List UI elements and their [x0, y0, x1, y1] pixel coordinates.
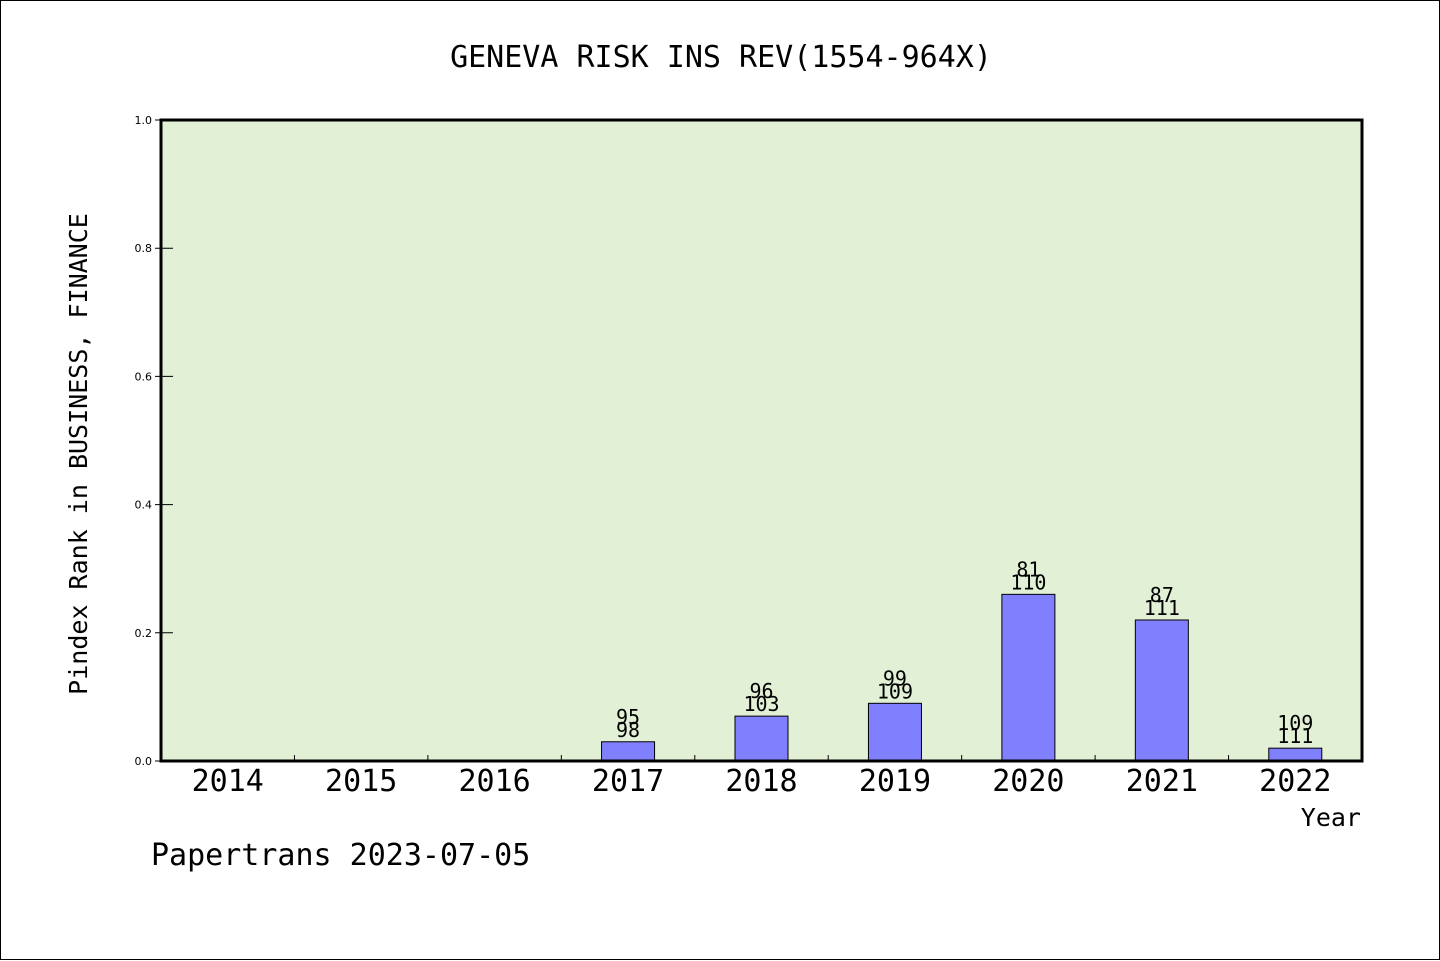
y-tick-label: 0.2: [135, 627, 153, 640]
y-tick-label: 0.6: [135, 370, 153, 383]
plot-border: [159, 118, 1364, 763]
x-tick-label-2018: 2018: [725, 764, 797, 799]
bar-label-bottom: 111: [1144, 596, 1180, 620]
bar-label-bottom: 98: [616, 718, 640, 742]
bar-label-top: 96: [749, 679, 773, 703]
y-axis: 0.0 0.2 0.4 0.6 0.8 1.0: [135, 114, 173, 768]
bar-2021: [1134, 619, 1189, 762]
bar-label-top: 87: [1150, 583, 1174, 607]
bar-label-bottom: 110: [1010, 570, 1046, 594]
x-tick-label-2015: 2015: [325, 764, 397, 799]
bar-label-top: 95: [616, 705, 640, 729]
x-tick-label-2021: 2021: [1126, 764, 1198, 799]
x-axis: 2014 2015 2016 2017 2018 2019 2020 2021 2022: [192, 755, 1331, 799]
y-tick-label: 1.0: [135, 114, 153, 127]
footer-credit: Papertrans 2023-07-05: [151, 838, 530, 873]
x-tick-label-2014: 2014: [192, 764, 264, 799]
bar-2017: [601, 741, 656, 762]
x-axis-label: Year: [1301, 803, 1361, 832]
bar-2018: [734, 715, 789, 762]
bar-label-bottom: 109: [877, 679, 913, 703]
x-tick-label-2020: 2020: [992, 764, 1064, 799]
bar-label-bottom: 103: [743, 692, 779, 716]
x-tick-label-2016: 2016: [458, 764, 530, 799]
bar-label-bottom: 111: [1277, 724, 1313, 748]
bar-label-top: 99: [883, 666, 907, 690]
y-axis-label: Pindex Rank in BUSINESS, FINANCE: [64, 213, 93, 695]
bar-label-top: 109: [1277, 711, 1313, 735]
y-tick-label: 0.8: [135, 242, 153, 255]
bar-2019: [867, 702, 922, 762]
bar-2020: [1001, 593, 1056, 762]
y-tick-label: 0.4: [135, 499, 153, 512]
bar-2022: [1268, 747, 1323, 762]
y-tick-label: 0.0: [135, 755, 153, 768]
x-tick-label-2017: 2017: [592, 764, 664, 799]
x-tick-label-2022: 2022: [1259, 764, 1331, 799]
chart-title: GENEVA RISK INS REV(1554-964X): [450, 40, 992, 75]
x-tick-label-2019: 2019: [859, 764, 931, 799]
bar-label-top: 81: [1016, 557, 1040, 581]
